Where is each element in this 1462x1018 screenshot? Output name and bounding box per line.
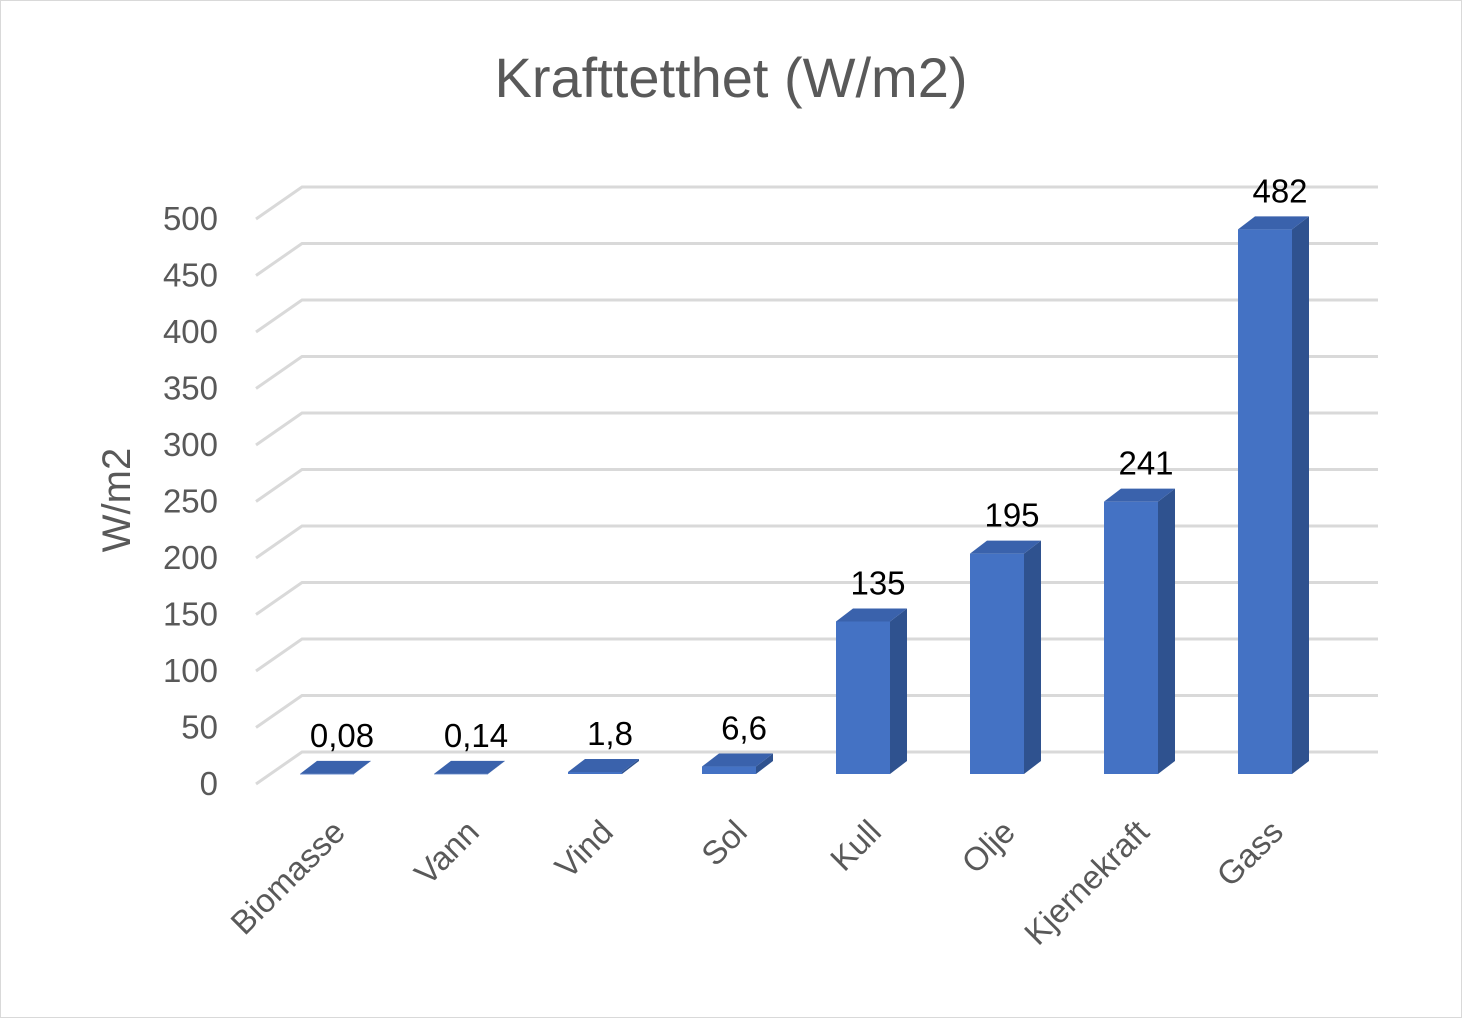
y-tick-label: 450 [163,257,218,294]
bar-front [1104,501,1158,774]
gridlines [255,185,1378,786]
data-label: 195 [984,497,1039,534]
bar-front [434,773,488,775]
gridline [255,411,1378,447]
chart-title: Krafttetthet (W/m2) [495,46,968,109]
gridline [255,298,1378,334]
bar-side [890,608,907,774]
y-tick-label: 300 [163,426,218,463]
gridline [255,750,1378,786]
gridline [255,694,1378,729]
bar-side [1158,488,1175,774]
y-tick-label: 400 [163,313,218,350]
y-tick-label: 150 [163,596,218,633]
y-tick-label: 0 [200,765,218,802]
y-tick-label: 500 [163,200,218,237]
bar-side [1024,540,1041,774]
gridline [255,355,1378,390]
bar-top [300,760,371,774]
y-tick-label: 250 [163,483,218,520]
data-label: 241 [1118,445,1173,482]
category-label: Vann [407,813,486,892]
data-label: 482 [1252,172,1307,209]
category-label: Gass [1209,813,1290,894]
data-label: 0,08 [310,717,374,754]
bar-top [970,540,1041,554]
category-label: Vind [548,813,620,885]
category-label: Olje [954,813,1022,881]
bar-top [836,608,907,622]
category-label: Kull [823,813,888,878]
data-label: 6,6 [721,710,767,747]
data-label: 135 [850,564,905,601]
bar-front [702,766,756,774]
bar-front [1238,229,1292,775]
bar-side [488,760,505,774]
bar-top [1104,488,1175,502]
data-label: 1,8 [587,715,633,752]
gridline [255,185,1378,221]
bars [300,216,1309,775]
gridline [255,637,1378,673]
bar-side [354,760,371,774]
bar-front [836,621,890,774]
category-label: Sol [694,813,754,873]
data-labels: 0,08 0,14 1,8 6,6 135 195 241 482 [310,172,1308,754]
bar-side [1292,216,1309,775]
category-label: Biomasse [223,813,352,942]
bar-top [702,753,773,767]
y-axis-ticks: 0 50 100 150 200 250 300 350 400 450 500 [163,200,218,802]
y-axis-title: W/m2 [95,448,139,552]
bar-top [1238,216,1309,230]
bar-front [970,553,1024,774]
gridline [255,468,1378,503]
data-label: 0,14 [444,717,508,754]
bar-top [568,758,639,772]
bar-front [568,771,622,774]
gridline [255,524,1378,560]
bar-side [622,758,639,774]
gridline [255,242,1378,277]
bar-top [434,760,505,774]
y-tick-label: 100 [163,652,218,689]
bar-front [300,773,354,775]
y-tick-label: 200 [163,539,218,576]
y-tick-label: 50 [181,709,218,746]
bar-side [756,753,773,774]
category-label: Kjernekraft [1017,813,1156,952]
y-tick-label: 350 [163,370,218,407]
gridline [255,581,1378,616]
